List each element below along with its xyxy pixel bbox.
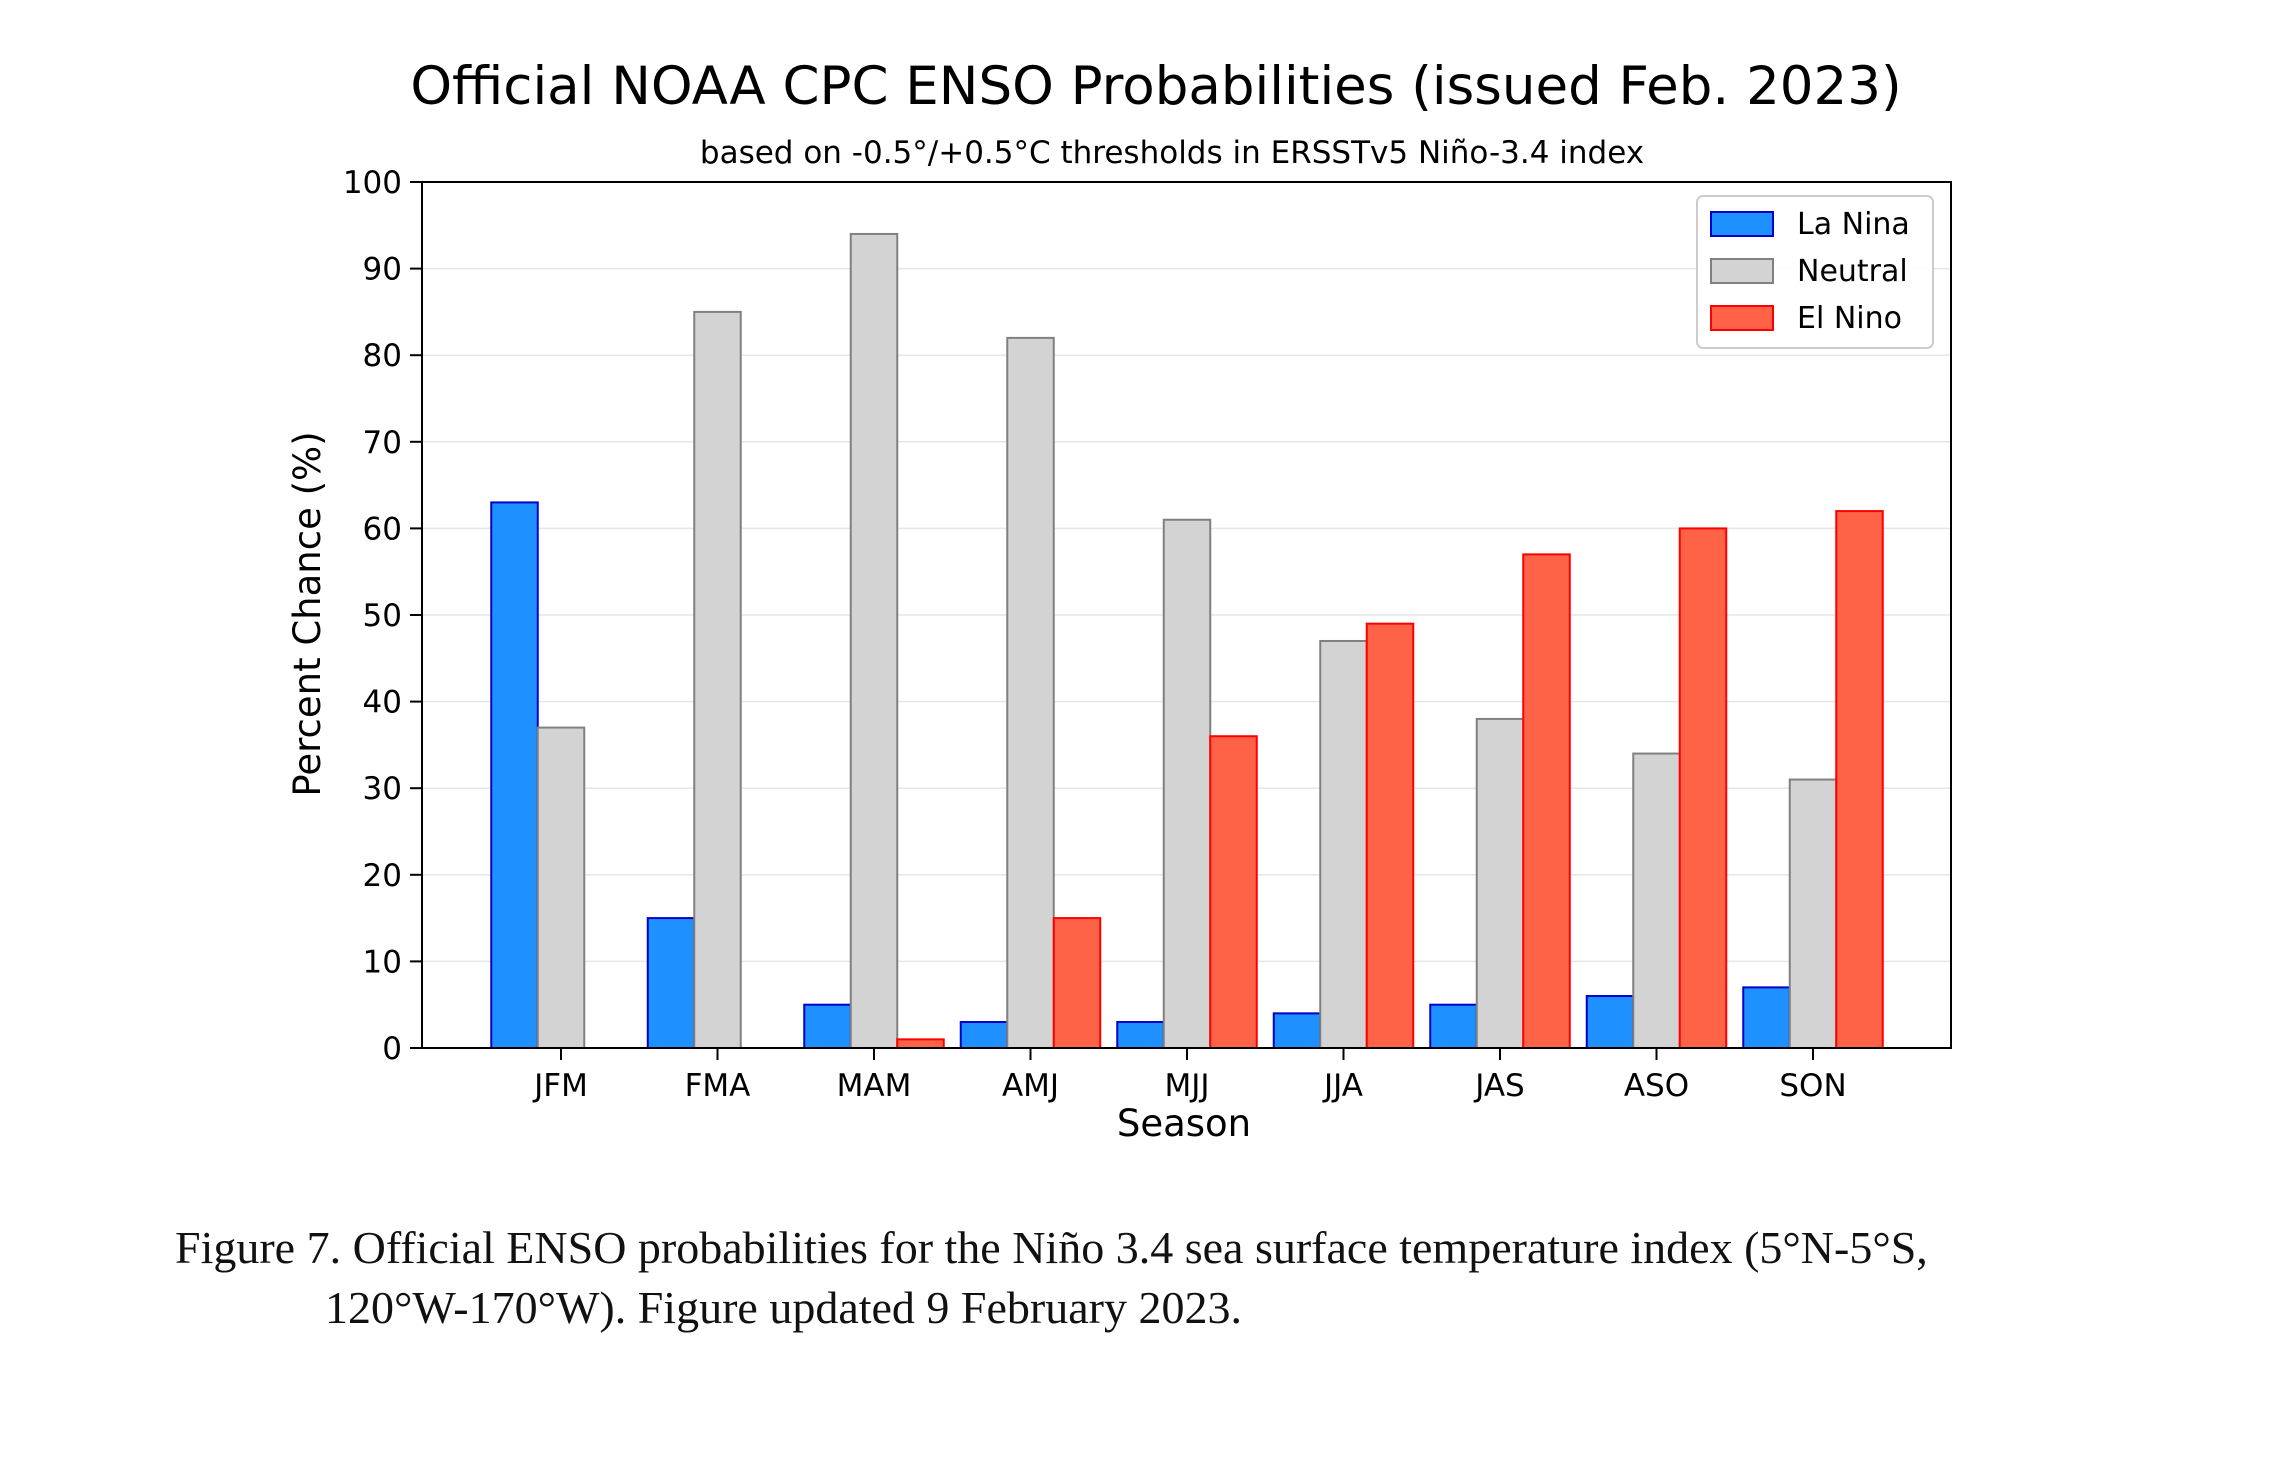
x-tick-label: FMA bbox=[685, 1068, 751, 1104]
x-tick-label: JJA bbox=[1322, 1068, 1363, 1104]
bar-la-nina-jja bbox=[1272, 1012, 1322, 1049]
x-tick-label: AMJ bbox=[1002, 1068, 1059, 1104]
caption-line-2: 120°W-170°W). Figure updated 9 February … bbox=[325, 1282, 1242, 1333]
x-tick-label: SON bbox=[1779, 1068, 1846, 1104]
bar-neutral-mam bbox=[849, 232, 899, 1049]
caption-line-1: Figure 7. Official ENSO probabilities fo… bbox=[175, 1222, 1928, 1273]
chart-subtitle: based on -0.5°/+0.5°C thresholds in ERSS… bbox=[700, 135, 1644, 171]
enso-probability-chart: 0 10 20 30 40 50 60 70 80 90 100 JFM FMA MAM AMJ MJJ JJ… bbox=[286, 56, 1952, 1145]
x-tick-label: JAS bbox=[1473, 1068, 1524, 1104]
y-tick-label: 60 bbox=[363, 511, 402, 547]
legend: La Nina Neutral El Nino bbox=[1696, 195, 1934, 349]
y-tick-label: 10 bbox=[363, 944, 402, 980]
legend-label: Neutral bbox=[1797, 254, 1908, 289]
figure-caption: Figure 7. Official ENSO probabilities fo… bbox=[175, 1218, 2175, 1338]
bar-neutral-aso bbox=[1632, 752, 1681, 1049]
bar-neutral-jja bbox=[1319, 639, 1368, 1049]
bar-neutral-jfm bbox=[536, 726, 586, 1050]
chart-title: Official NOAA CPC ENSO Probabilities (is… bbox=[410, 56, 1901, 117]
bar-la-nina-son bbox=[1742, 986, 1791, 1050]
bar-neutral-jas bbox=[1475, 717, 1525, 1049]
bars bbox=[490, 232, 1884, 1050]
legend-swatch-la-nina bbox=[1710, 211, 1774, 237]
y-tick-label: 20 bbox=[363, 858, 402, 894]
y-tick-label: 0 bbox=[382, 1031, 402, 1067]
bar-el-nino-mjj bbox=[1209, 735, 1258, 1049]
bar-neutral-fma bbox=[693, 310, 742, 1049]
bar-el-nino-jas bbox=[1522, 553, 1571, 1049]
y-tick-label: 40 bbox=[363, 685, 402, 721]
bar-neutral-amj bbox=[1006, 336, 1055, 1049]
bar-el-nino-amj bbox=[1052, 917, 1102, 1049]
y-tick-label: 100 bbox=[343, 165, 402, 201]
legend-label: El Nino bbox=[1797, 301, 1902, 336]
bar-el-nino-son bbox=[1835, 510, 1884, 1049]
y-tick-label: 90 bbox=[363, 252, 402, 288]
bar-neutral-son bbox=[1788, 778, 1838, 1049]
y-tick-label: 80 bbox=[363, 338, 402, 374]
y-tick-label: 70 bbox=[363, 425, 402, 461]
y-axis-ticks: 0 10 20 30 40 50 60 70 80 90 100 bbox=[343, 165, 422, 1067]
bar-la-nina-fma bbox=[646, 917, 696, 1049]
bar-el-nino-mam bbox=[896, 1038, 945, 1049]
x-tick-label: MJJ bbox=[1164, 1068, 1209, 1104]
bar-la-nina-amj bbox=[959, 1021, 1009, 1050]
x-tick-label: MAM bbox=[837, 1068, 912, 1104]
x-axis-ticks: JFM FMA MAM AMJ MJJ JJA JAS ASO SON bbox=[532, 1048, 1847, 1104]
y-axis-label: Percent Chance (%) bbox=[286, 431, 329, 796]
bar-neutral-mjj bbox=[1162, 518, 1212, 1049]
bar-la-nina-aso bbox=[1585, 995, 1635, 1049]
bar-el-nino-aso bbox=[1678, 527, 1728, 1049]
legend-label: La Nina bbox=[1797, 207, 1910, 242]
bar-la-nina-mjj bbox=[1116, 1021, 1165, 1050]
x-axis-label: Season bbox=[1117, 1102, 1251, 1145]
bar-la-nina-jas bbox=[1429, 1003, 1478, 1050]
x-tick-label: ASO bbox=[1624, 1068, 1689, 1104]
bar-el-nino-jja bbox=[1365, 622, 1415, 1049]
y-tick-label: 30 bbox=[363, 771, 402, 807]
bar-la-nina-mam bbox=[803, 1003, 852, 1050]
bar-la-nina-jfm bbox=[490, 501, 539, 1050]
legend-swatch-neutral bbox=[1710, 258, 1774, 284]
x-tick-label: JFM bbox=[532, 1068, 588, 1104]
legend-swatch-el-nino bbox=[1710, 305, 1774, 331]
y-tick-label: 50 bbox=[363, 598, 402, 634]
